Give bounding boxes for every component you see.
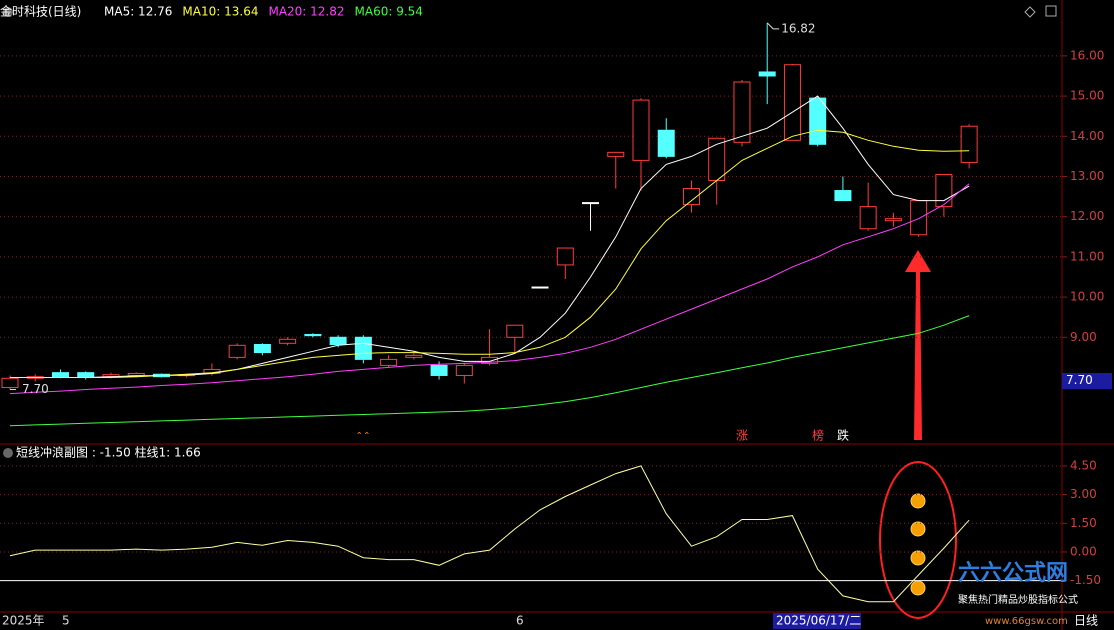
price-box [1062, 373, 1112, 389]
candle-body [380, 358, 398, 366]
candle-body [51, 372, 69, 378]
candle-body [884, 218, 902, 222]
signal-icon: ⌃⌃ [355, 432, 370, 442]
candle-body [253, 344, 271, 354]
candle-body [783, 64, 801, 141]
price-box-label: 7.70 [1066, 373, 1093, 387]
candle-body [809, 97, 827, 145]
candle-body [329, 336, 347, 346]
menu-icon[interactable] [3, 7, 13, 17]
high-label: 16.82 [781, 21, 815, 35]
ma-line [9, 183, 970, 395]
y-tick-label: 11.00 [1070, 249, 1104, 263]
y-tick-label: 1.50 [1070, 516, 1097, 530]
candle-body [127, 372, 145, 376]
icon[interactable] [1045, 5, 1057, 17]
candle-body [682, 188, 700, 206]
y-tick-label: 3.00 [1070, 487, 1097, 501]
indicator-line [9, 465, 970, 603]
candle-body [935, 173, 953, 208]
chart-title: 金时科技(日线) [0, 4, 81, 19]
candle-body [607, 151, 625, 157]
y-tick-label: 9.00 [1070, 330, 1097, 344]
x-axis-label: 2025/06/17/二 [776, 614, 861, 628]
icon[interactable] [1024, 6, 1036, 18]
ma-line [9, 315, 970, 427]
ma-line [10, 129, 970, 378]
high-pointer [766, 22, 780, 30]
low-label: 7.70 [22, 382, 49, 396]
legend-label: MA10: 13.64 [182, 5, 258, 19]
watermark-slogan: 聚焦热门精品炒股指标公式 [958, 593, 1078, 606]
indicator-title: 短线冲浪副图 : -1.50 柱线1: 1.66 [16, 445, 201, 460]
candle-body [1, 377, 19, 389]
candle-body [506, 324, 524, 338]
candle-body [910, 200, 928, 236]
legend-label: MA60: 9.54 [355, 5, 423, 19]
candle-body [354, 336, 372, 360]
legend-label: MA20: 12.82 [268, 5, 344, 19]
candle-body [228, 344, 246, 358]
event-marker: 榜 [812, 428, 824, 443]
y-tick-label: -1.50 [1070, 573, 1101, 587]
candle-body [481, 356, 499, 364]
x-axis-label: 6 [516, 614, 524, 628]
candle-body [758, 71, 776, 77]
candle-body [733, 81, 751, 143]
menu-icon[interactable] [3, 448, 13, 458]
x-axis-label: 5 [62, 614, 70, 628]
annotation-arrow [905, 250, 931, 440]
y-tick-label: 4.50 [1070, 458, 1097, 472]
y-tick-label: 10.00 [1070, 290, 1104, 304]
legend-label: MA5: 12.76 [104, 5, 172, 19]
watermark-name: 六六公式网 [958, 561, 1068, 586]
candle-body [582, 202, 600, 205]
candle-body [405, 354, 423, 358]
candle-body [304, 333, 322, 337]
candle-body [77, 372, 95, 378]
y-tick-label: 13.00 [1070, 169, 1104, 183]
candle-body [834, 190, 852, 202]
candle-body [556, 247, 574, 266]
annotation-ellipse [879, 461, 957, 619]
y-tick-label: 14.00 [1070, 129, 1104, 143]
event-marker: 跌 [837, 428, 849, 443]
candle-body [279, 338, 297, 344]
signal-icons [910, 493, 926, 596]
date-box [773, 613, 861, 629]
watermark-url: www.66gsw.com [985, 616, 1068, 627]
y-tick-label: 16.00 [1070, 48, 1104, 62]
event-marker: 涨 [736, 428, 748, 443]
y-tick-label: 15.00 [1070, 89, 1104, 103]
candle-body [859, 206, 877, 230]
candle-body [960, 125, 978, 163]
candle-body [657, 129, 675, 157]
y-tick-label: 12.00 [1070, 209, 1104, 223]
candle-body [531, 286, 549, 289]
y-tick-label: 0.00 [1070, 544, 1097, 558]
x-axis-label: 2025年 [2, 614, 45, 628]
candle-body [632, 99, 650, 161]
candle-body [455, 364, 473, 376]
candle-body [430, 364, 448, 376]
x-axis-label: 日线 [1074, 614, 1098, 628]
